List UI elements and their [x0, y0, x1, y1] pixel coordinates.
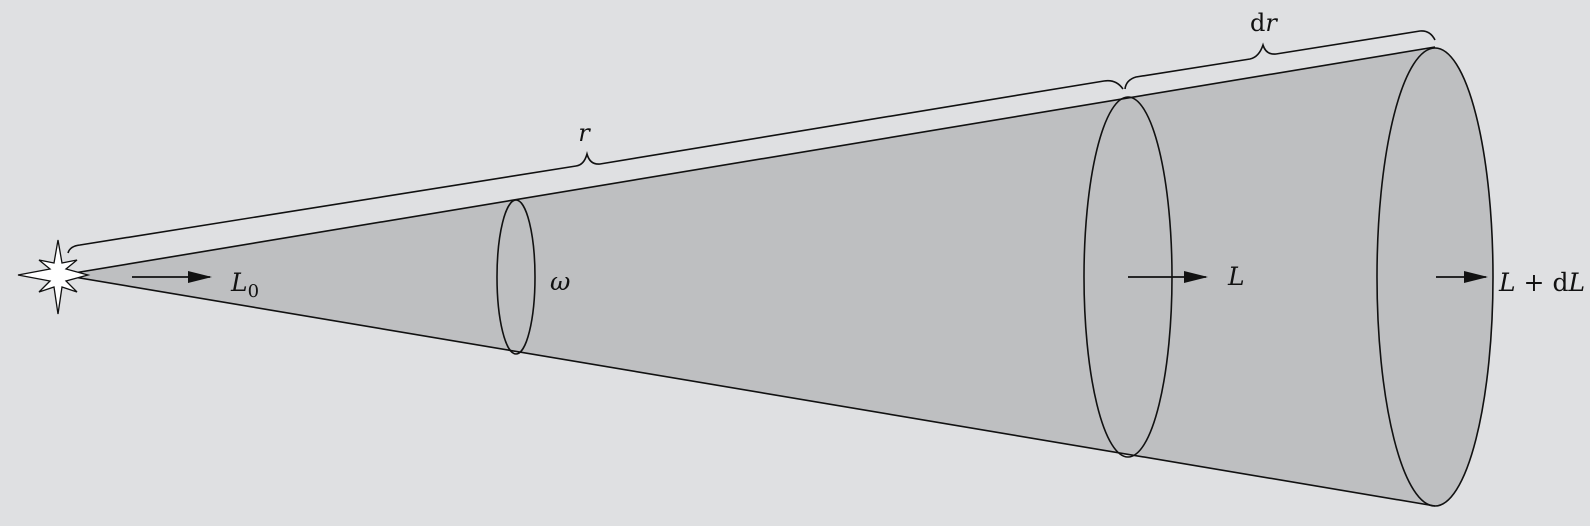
cone-top-edge — [61, 46, 1436, 276]
star-icon — [17, 239, 91, 315]
label-L: L — [1227, 262, 1245, 291]
LdL-cross-section — [1376, 47, 1494, 507]
label-omega: ω — [550, 267, 570, 296]
dr-brace — [1124, 30, 1436, 90]
omega-cross-section — [496, 199, 536, 355]
cone-body — [62, 47, 1494, 506]
label-dr: dr — [1250, 9, 1278, 37]
label-L-plus-dL: L + dL — [1498, 268, 1585, 297]
label-r: r — [578, 119, 591, 147]
cone-bottom-edge — [61, 274, 1436, 507]
label-L0: L0 — [230, 268, 259, 302]
r-brace — [67, 79, 1124, 254]
